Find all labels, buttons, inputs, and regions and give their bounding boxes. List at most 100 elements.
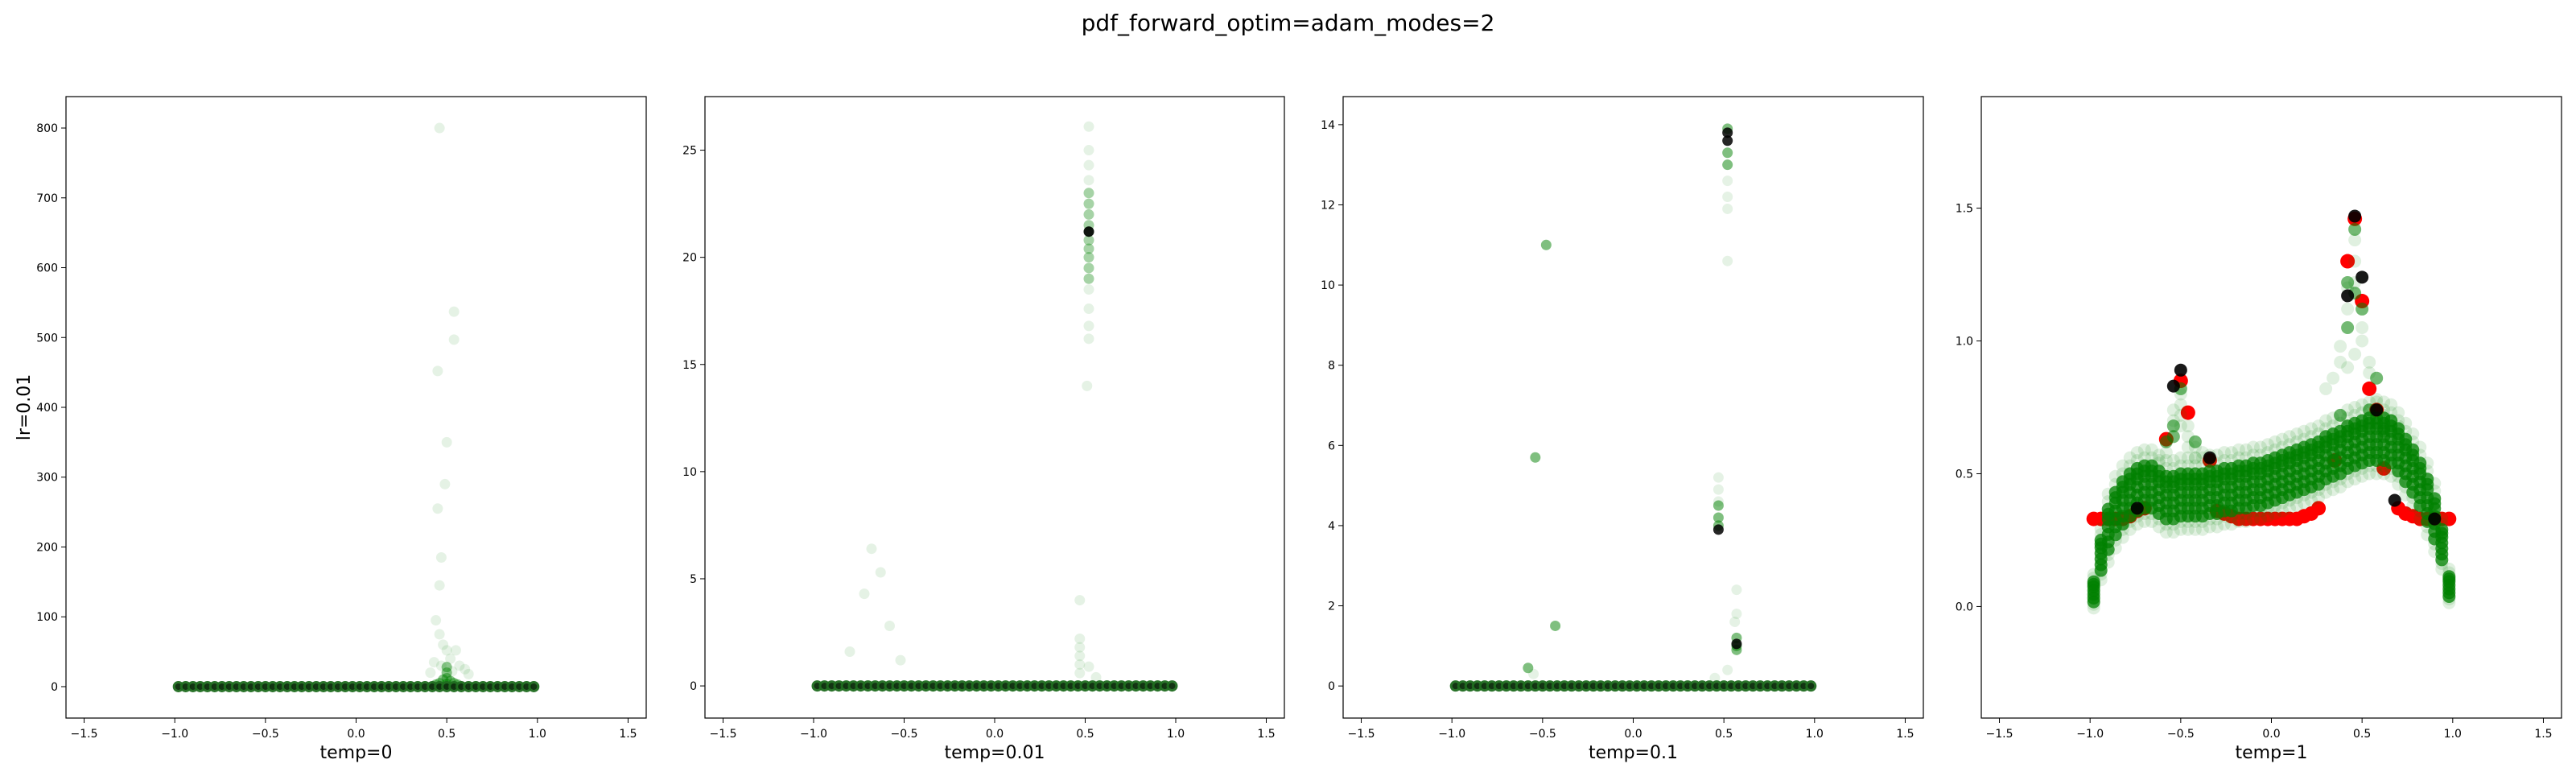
data-point	[875, 567, 886, 578]
baseline-point-core	[240, 683, 247, 690]
band-point	[2290, 427, 2304, 440]
band-point	[2116, 522, 2129, 536]
band-point	[2298, 424, 2311, 438]
baseline-point-core	[182, 683, 189, 690]
band-point	[2123, 514, 2137, 528]
baseline-point-core	[1089, 683, 1096, 690]
data-point	[1083, 661, 1094, 672]
data-point	[448, 306, 460, 317]
baseline-point-core	[254, 683, 262, 690]
band-point	[2188, 522, 2202, 536]
data-point	[1074, 634, 1086, 645]
baseline-point-core	[458, 683, 465, 690]
data-point	[1083, 284, 1094, 295]
band-point	[2152, 520, 2166, 534]
baseline-point-core	[312, 683, 319, 690]
band-point	[2421, 473, 2434, 486]
baseline-point-core	[1728, 683, 1735, 690]
band-point	[2232, 443, 2245, 456]
band-point	[2442, 570, 2456, 584]
data-point	[1729, 616, 1741, 627]
baseline-point-core	[908, 683, 915, 690]
band-point	[2261, 446, 2274, 460]
data-point	[445, 653, 456, 664]
band-point	[2181, 451, 2195, 464]
x-tick-label: 1.0	[2444, 728, 2462, 741]
data-point	[425, 667, 436, 679]
x-tick-label: 0.0	[2262, 728, 2280, 741]
data-point	[2370, 403, 2384, 417]
plot-area	[1342, 96, 1924, 719]
data-point	[435, 551, 447, 563]
band-point	[2261, 510, 2274, 523]
baseline-point-core	[494, 683, 501, 690]
data-point	[2152, 453, 2166, 467]
data-point	[441, 662, 452, 673]
band-point	[2166, 526, 2180, 539]
data-point	[450, 645, 461, 656]
baseline-point-core	[1793, 683, 1800, 690]
band-point	[2319, 485, 2333, 499]
baseline-point-core	[1031, 683, 1038, 690]
band-point	[2348, 464, 2362, 478]
data-point	[2159, 435, 2173, 448]
data-point	[1713, 472, 1724, 483]
data-point	[2341, 361, 2355, 374]
baseline-point-core	[864, 683, 872, 690]
band-point	[2137, 443, 2151, 456]
band-point	[2283, 502, 2297, 515]
baseline-point-core	[233, 683, 240, 690]
figure-title: pdf_forward_optim=adam_modes=2	[1081, 10, 1495, 36]
data-point	[432, 503, 443, 514]
y-tick-label: 10	[1321, 279, 1335, 292]
band-point	[2174, 522, 2187, 536]
data-point	[2203, 451, 2216, 464]
baseline-point-core	[1692, 683, 1699, 690]
x-axis-label: temp=0.1	[1589, 743, 1678, 763]
data-point	[2348, 222, 2362, 236]
plot-area	[704, 96, 1285, 719]
baseline-point-core	[1459, 683, 1466, 690]
data-point	[1722, 664, 1733, 675]
band-point	[2399, 480, 2413, 493]
band-point	[2428, 545, 2442, 559]
band-point	[2276, 504, 2290, 518]
baseline-point-core	[407, 683, 414, 690]
data-point	[1083, 121, 1094, 132]
data-point	[2188, 451, 2202, 464]
y-tick-label: 12	[1321, 199, 1335, 212]
data-point	[2388, 493, 2401, 507]
subplot-1: −1.5 −1.0 −0.5 0.0 0.5 1.0 1.5 0 100 200 300 400 500…	[14, 96, 647, 763]
baseline-point-core	[1684, 683, 1692, 690]
baseline-point-core	[1677, 683, 1684, 690]
band-point	[2334, 480, 2347, 493]
band-point	[2203, 512, 2216, 526]
data-point	[1083, 145, 1094, 156]
x-tick-label: 0.5	[438, 728, 455, 741]
band-point	[2406, 435, 2420, 448]
subplot-2: −1.5 −1.0 −0.5 0.0 0.5 1.0 1.5 0 5 10 15 20 25 temp=0…	[682, 96, 1285, 763]
band-point	[2217, 510, 2231, 523]
data-point	[441, 667, 452, 679]
baseline-point-core	[509, 683, 516, 690]
band-point	[2298, 488, 2311, 502]
band-point	[2290, 435, 2304, 448]
baseline-point-core	[1002, 683, 1009, 690]
y-tick-label: 0.0	[1956, 601, 1973, 613]
band-point	[2406, 443, 2420, 456]
data-point	[1083, 320, 1094, 332]
band-point	[2305, 493, 2318, 507]
band-point	[2269, 499, 2282, 513]
baseline-point-core	[334, 683, 341, 690]
data-point	[1083, 208, 1094, 220]
data-point	[2174, 398, 2187, 411]
data-point	[844, 646, 855, 657]
band-point	[2392, 414, 2405, 427]
baseline-point-core	[1597, 683, 1604, 690]
band-point	[2363, 467, 2376, 481]
y-tick-label: 400	[36, 402, 58, 415]
band-point	[2152, 512, 2166, 526]
band-point	[2123, 522, 2137, 536]
data-point	[439, 478, 451, 489]
band-point	[2305, 422, 2318, 436]
